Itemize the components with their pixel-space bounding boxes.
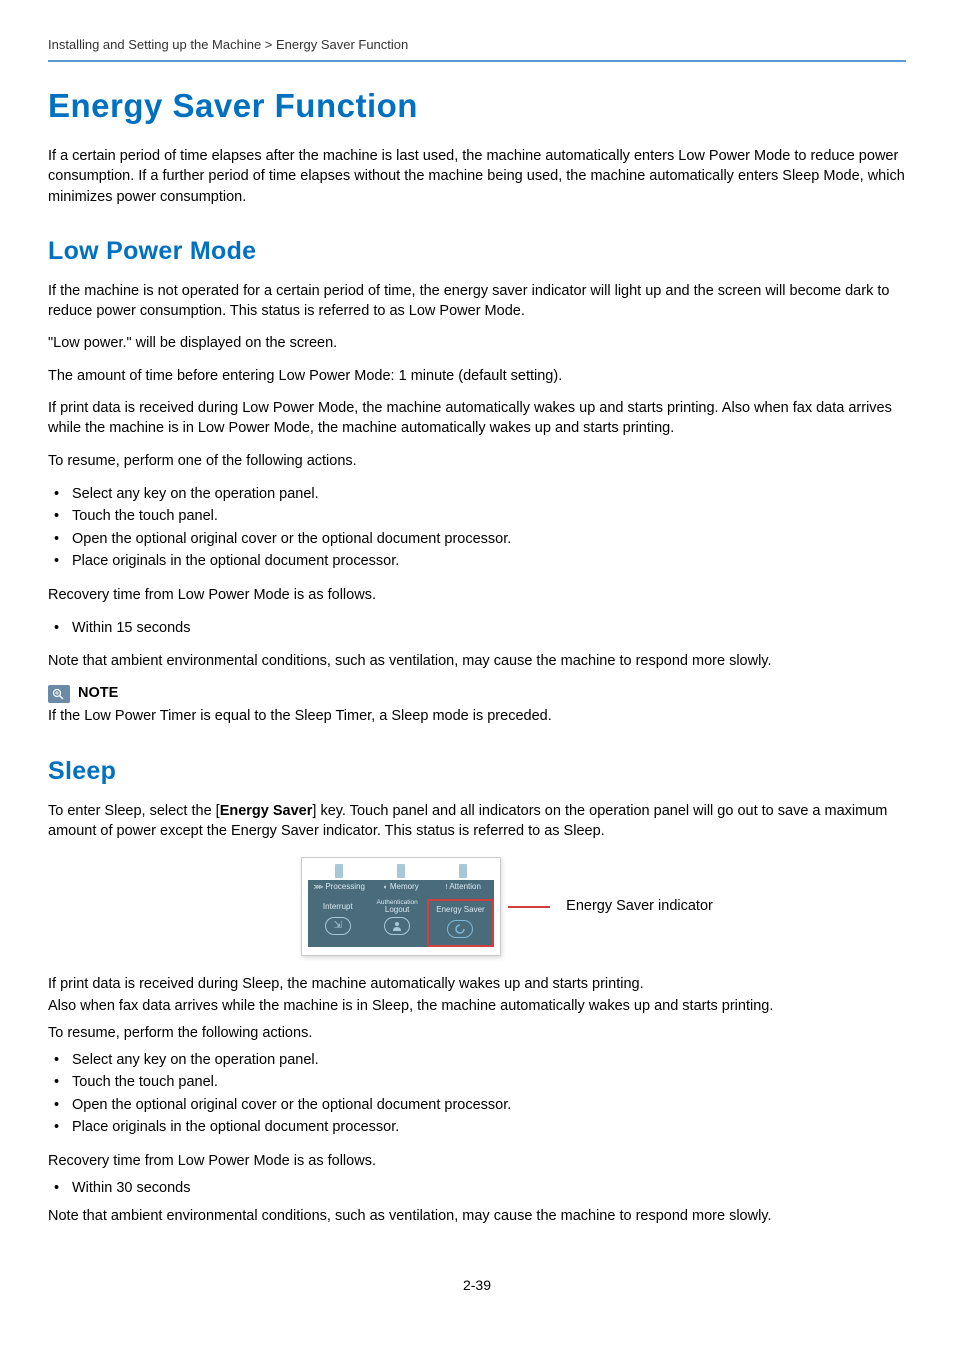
indicator-label-attention: !Attention xyxy=(432,880,494,895)
note-label: NOTE xyxy=(78,684,118,704)
list-item: Open the optional original cover or the … xyxy=(48,528,906,550)
control-panel: ⋙Processing ◐Memory !Attention Interrupt… xyxy=(301,857,501,956)
note-icon xyxy=(48,685,70,703)
section-heading-low-power: Low Power Mode xyxy=(48,235,906,269)
bullet-list: Within 15 seconds xyxy=(48,617,906,639)
breadcrumb: Installing and Setting up the Machine > … xyxy=(48,36,906,54)
intro-paragraph: If a certain period of time elapses afte… xyxy=(48,146,906,207)
section-heading-sleep: Sleep xyxy=(48,755,906,789)
body-text: If the machine is not operated for a cer… xyxy=(48,281,906,322)
body-text: To resume, perform the following actions… xyxy=(48,1023,906,1043)
list-item: Select any key on the operation panel. xyxy=(48,483,906,505)
text-fragment: To enter Sleep, select the [ xyxy=(48,803,220,819)
callout-label: Energy Saver indicator xyxy=(566,897,713,917)
energy-saver-icon xyxy=(447,920,473,938)
indicator-slot xyxy=(335,864,343,878)
list-item: Select any key on the operation panel. xyxy=(48,1049,906,1071)
text-bold: Energy Saver xyxy=(220,803,313,819)
bullet-list: Select any key on the operation panel. T… xyxy=(48,1049,906,1139)
list-item: Place originals in the optional document… xyxy=(48,1116,906,1138)
interrupt-icon: ⇲ xyxy=(325,917,351,935)
body-text: To resume, perform one of the following … xyxy=(48,451,906,471)
body-text: The amount of time before entering Low P… xyxy=(48,366,906,386)
panel-button-interrupt: Interrupt ⇲ xyxy=(308,899,367,947)
panel-illustration: ⋙Processing ◐Memory !Attention Interrupt… xyxy=(48,857,906,956)
list-item: Within 15 seconds xyxy=(48,617,906,639)
bullet-list: Within 30 seconds xyxy=(48,1177,906,1199)
body-text: If print data is received during Sleep, … xyxy=(48,974,906,994)
header-rule xyxy=(48,60,906,62)
bullet-list: Select any key on the operation panel. T… xyxy=(48,483,906,573)
body-text: "Low power." will be displayed on the sc… xyxy=(48,333,906,353)
note-box: NOTE If the Low Power Timer is equal to … xyxy=(48,684,906,727)
list-item: Place originals in the optional document… xyxy=(48,550,906,572)
body-text: If print data is received during Low Pow… xyxy=(48,398,906,439)
indicator-label-processing: ⋙Processing xyxy=(308,880,370,895)
indicator-slot xyxy=(397,864,405,878)
indicator-label-memory: ◐Memory xyxy=(370,880,432,895)
page-title: Energy Saver Function xyxy=(48,84,906,129)
indicator-slot xyxy=(459,864,467,878)
panel-button-energy-saver: Energy Saver xyxy=(427,899,494,947)
body-text: Recovery time from Low Power Mode is as … xyxy=(48,1151,906,1171)
list-item: Within 30 seconds xyxy=(48,1177,906,1199)
list-item: Open the optional original cover or the … xyxy=(48,1094,906,1116)
body-text: To enter Sleep, select the [Energy Saver… xyxy=(48,801,906,842)
body-text: Note that ambient environmental conditio… xyxy=(48,1206,906,1226)
logout-icon xyxy=(384,917,410,935)
page-number: 2-39 xyxy=(48,1276,906,1295)
list-item: Touch the touch panel. xyxy=(48,1071,906,1093)
list-item: Touch the touch panel. xyxy=(48,505,906,527)
body-text: Also when fax data arrives while the mac… xyxy=(48,996,906,1016)
callout-line xyxy=(508,906,550,908)
body-text: Note that ambient environmental conditio… xyxy=(48,651,906,671)
body-text: Recovery time from Low Power Mode is as … xyxy=(48,585,906,605)
note-text: If the Low Power Timer is equal to the S… xyxy=(48,707,906,727)
panel-button-logout: AuthenticationLogout xyxy=(367,899,426,947)
